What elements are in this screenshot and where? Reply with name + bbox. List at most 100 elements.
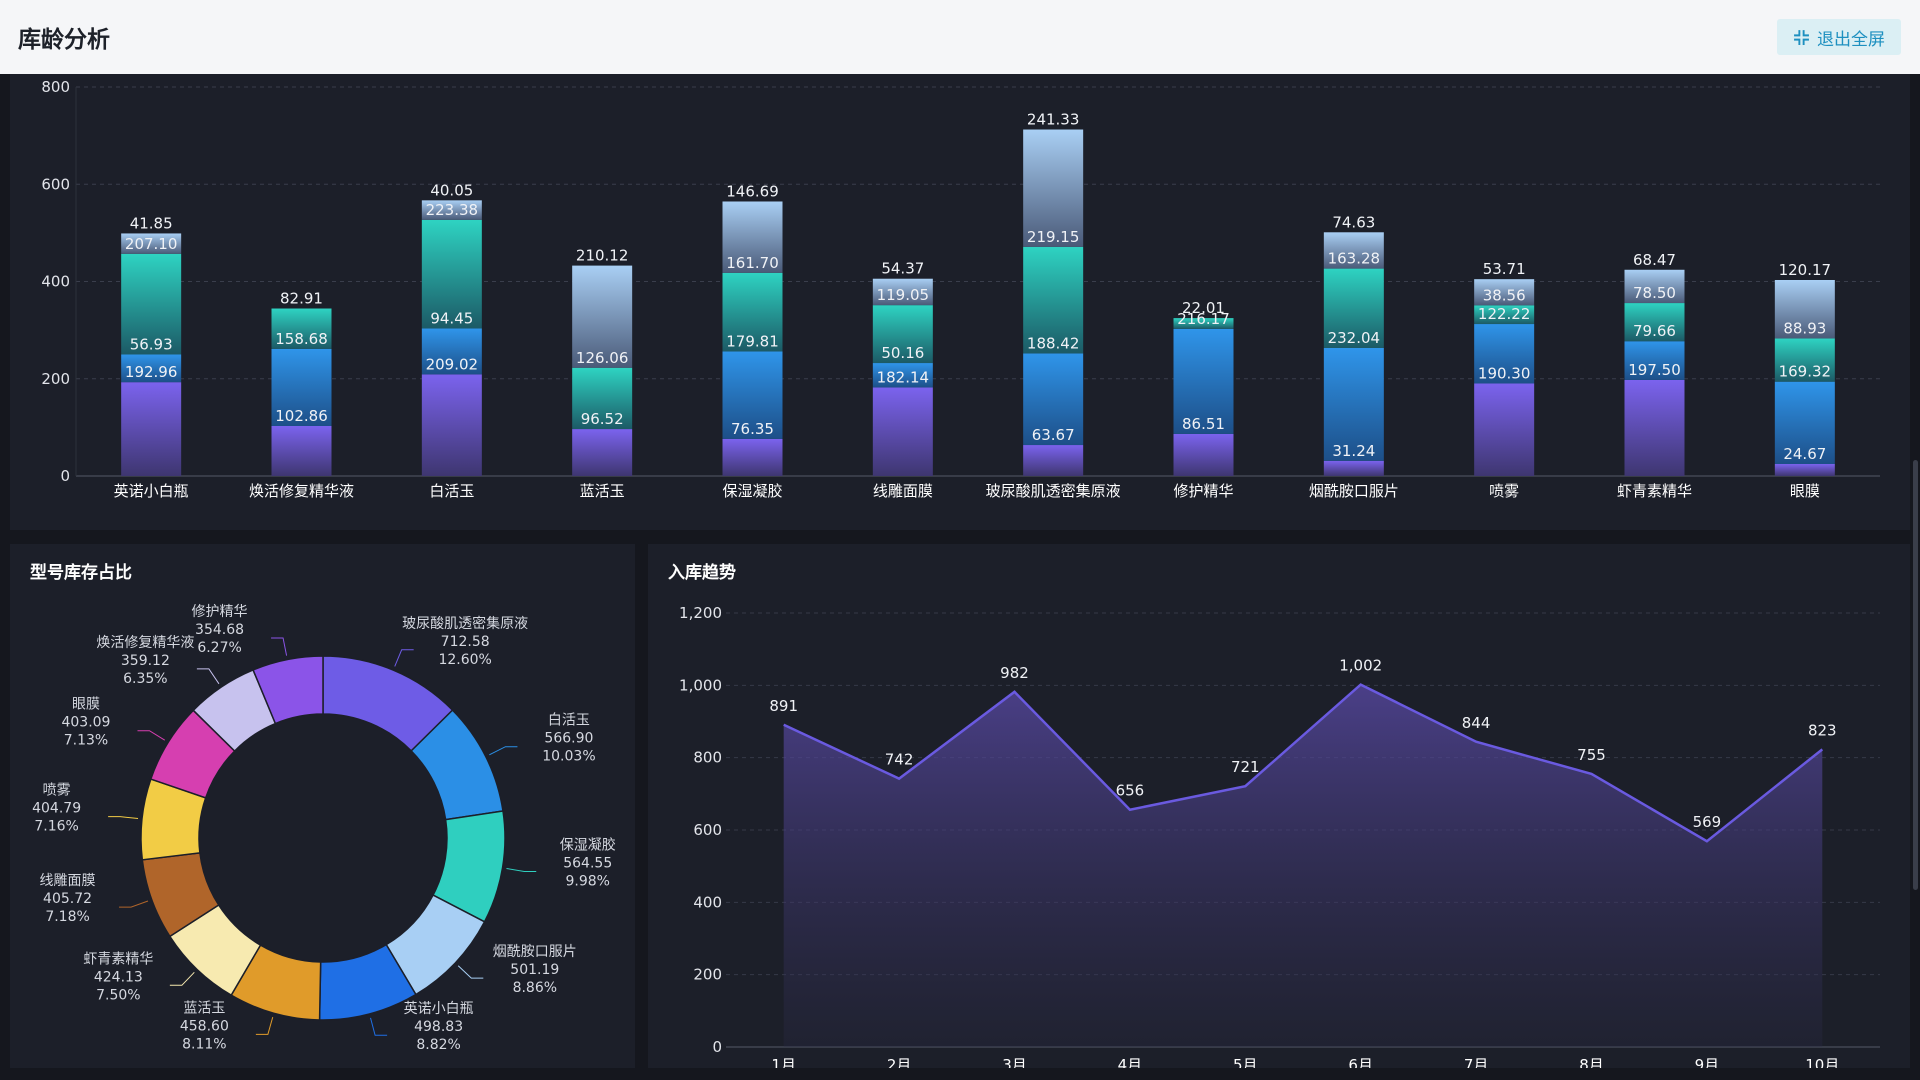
- bar-segment: [1474, 279, 1535, 306]
- slice-percent: 7.50%: [96, 987, 140, 1003]
- x-tick-label: 3月: [1002, 1056, 1027, 1068]
- y-tick-label: 400: [693, 893, 722, 911]
- x-tick-label: 眼膜: [1790, 482, 1820, 500]
- slice-label: 英诺小白瓶: [404, 1000, 474, 1017]
- bar-segment: [872, 305, 933, 364]
- x-tick-label: 7月: [1464, 1056, 1489, 1068]
- data-label: 179.81: [726, 332, 779, 350]
- slice-label: 眼膜: [72, 697, 100, 713]
- slice-percent: 7.18%: [45, 909, 89, 925]
- y-tick-label: 0: [712, 1038, 722, 1056]
- slice-label: 喷雾: [43, 783, 71, 799]
- data-label: 232.04: [1328, 329, 1381, 347]
- bar-segment: [1323, 268, 1384, 348]
- data-label: 82.91: [280, 290, 323, 308]
- x-tick-label: 白活玉: [429, 482, 474, 500]
- leader-line: [119, 900, 149, 908]
- bar-segment: [722, 272, 783, 352]
- data-label: 50.16: [881, 344, 924, 362]
- leader-line: [489, 746, 518, 756]
- bar-segment: [572, 265, 633, 368]
- leader-line: [506, 868, 537, 872]
- y-tick-label: 1,000: [679, 676, 722, 694]
- donut-chart: 玻尿酸肌透密集原液 712.58 12.60% 白活玉 566.90 10.03% 保湿凝胶…: [32, 604, 616, 1053]
- slice-percent: 6.27%: [197, 640, 241, 656]
- x-tick-label: 1月: [771, 1056, 796, 1068]
- header-bar: 库龄分析 退出全屏: [0, 0, 1920, 74]
- x-tick-label: 8月: [1579, 1056, 1604, 1068]
- bar-segment: [1774, 279, 1835, 339]
- slice-value: 712.58: [441, 634, 490, 650]
- data-label: 146.69: [726, 182, 779, 200]
- y-tick-label: 0: [60, 467, 70, 485]
- data-label: 1,002: [1339, 657, 1382, 675]
- bar-segment: [271, 308, 332, 349]
- data-label: 94.45: [430, 309, 473, 327]
- data-label: 120.17: [1779, 261, 1832, 279]
- leader-line: [271, 637, 288, 656]
- bar-segment: [271, 425, 332, 476]
- data-label: 56.93: [130, 335, 173, 353]
- donut-panel: 型号库存占比 玻尿酸肌透密集原液 712.58 12.60% 白活玉 566.90 10.…: [10, 544, 635, 1068]
- y-tick-label: 600: [693, 821, 722, 839]
- slice-value: 564.55: [563, 855, 612, 871]
- data-label: 24.67: [1783, 445, 1826, 463]
- leader-line: [169, 971, 195, 986]
- y-tick-label: 800: [41, 78, 70, 96]
- bar-segment: [1474, 305, 1535, 325]
- data-label: 207.10: [125, 235, 178, 253]
- x-tick-label: 6月: [1348, 1056, 1373, 1068]
- data-label: 755: [1577, 746, 1606, 764]
- data-label: 169.32: [1779, 363, 1832, 381]
- slice-value: 458.60: [180, 1018, 229, 1034]
- slice-percent: 7.16%: [34, 819, 78, 835]
- data-label: 79.66: [1633, 322, 1676, 340]
- slice-value: 501.19: [510, 962, 559, 978]
- data-label: 569: [1693, 813, 1722, 831]
- leader-line: [370, 1017, 388, 1036]
- bar-segment: [872, 363, 933, 388]
- exit-fullscreen-button[interactable]: 退出全屏: [1777, 19, 1901, 55]
- bar-segment: [872, 387, 933, 476]
- data-label: 656: [1116, 782, 1145, 800]
- data-label: 192.96: [125, 363, 178, 381]
- bar-segment: [572, 367, 633, 430]
- donut-slice: [252, 655, 324, 725]
- x-tick-label: 保湿凝胶: [722, 482, 782, 500]
- bar-segment: [722, 201, 783, 273]
- bar-segment: [1023, 353, 1084, 446]
- y-tick-label: 1,200: [679, 604, 722, 622]
- data-label: 122.22: [1478, 305, 1531, 323]
- data-label: 219.15: [1027, 228, 1080, 246]
- leader-line: [196, 668, 220, 685]
- x-tick-label: 虾青素精华: [1617, 482, 1692, 500]
- bar-segment: [1474, 324, 1535, 384]
- slice-percent: 7.13%: [64, 733, 108, 749]
- slice-label: 烟酰胺口服片: [493, 944, 577, 960]
- slice-value: 403.09: [61, 715, 110, 731]
- bar-segment: [1624, 379, 1685, 476]
- donut-panel-title: 型号库存占比: [30, 563, 132, 583]
- data-label: 41.85: [130, 214, 173, 232]
- bar-segment: [121, 382, 182, 476]
- page-scrollbar[interactable]: [1913, 460, 1918, 890]
- data-label: 40.05: [430, 181, 473, 199]
- data-label: 216.17: [1177, 310, 1230, 328]
- data-label: 721: [1231, 758, 1260, 776]
- data-label: 22.01: [1182, 299, 1225, 317]
- data-label: 78.50: [1633, 284, 1676, 302]
- data-label: 158.68: [275, 330, 328, 348]
- data-label: 163.28: [1328, 250, 1381, 268]
- x-tick-label: 喷雾: [1489, 482, 1519, 500]
- slice-percent: 6.35%: [123, 671, 167, 687]
- data-label: 223.38: [426, 201, 479, 219]
- slice-label: 蓝活玉: [183, 1000, 225, 1016]
- data-label: 197.50: [1628, 361, 1681, 379]
- slice-label: 线雕面膜: [40, 873, 96, 889]
- slice-label: 白活玉: [548, 713, 590, 729]
- slice-percent: 8.11%: [182, 1036, 226, 1052]
- bar-segment: [121, 253, 182, 355]
- exit-fullscreen-label: 退出全屏: [1817, 29, 1885, 50]
- slice-label: 玻尿酸肌透密集原液: [402, 615, 528, 632]
- bar-segment: [1774, 338, 1835, 382]
